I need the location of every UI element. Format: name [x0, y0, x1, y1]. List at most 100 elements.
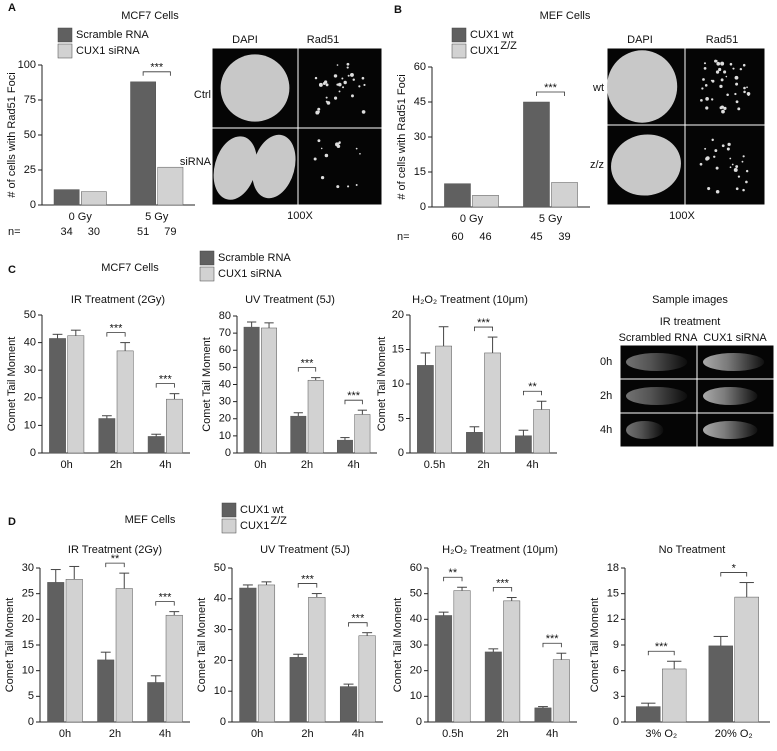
y-tick-label: 20	[392, 309, 404, 321]
legend-label: CUX1	[470, 45, 499, 57]
x-tick-label: 0.5h	[424, 459, 445, 471]
image-column-label: DAPI	[232, 34, 258, 46]
significance-label: ***	[477, 317, 491, 329]
y-tick-label: 30	[414, 131, 426, 143]
y-tick-label: 15	[607, 588, 619, 600]
focus-dot	[336, 144, 341, 149]
x-tick-label: 5 Gy	[539, 213, 563, 225]
y-tick-label: 3	[613, 690, 619, 702]
magnification: 100X	[669, 210, 695, 222]
x-tick-label: 0 Gy	[460, 213, 484, 225]
y-tick-label: 45	[414, 96, 426, 108]
panel-letter: C	[8, 264, 16, 276]
focus-dot	[710, 79, 713, 82]
focus-dot	[742, 63, 746, 67]
focus-dot	[729, 166, 732, 169]
focus-dot	[705, 156, 710, 161]
bar	[503, 600, 521, 723]
panel-title: MCF7 Cells	[101, 262, 159, 274]
y-tick-label: 100	[18, 59, 36, 71]
image-row-label: siRNA	[180, 156, 212, 168]
y-tick-label: 80	[219, 310, 231, 322]
y-tick-label: 6	[613, 665, 619, 677]
nucleus	[213, 136, 257, 200]
focus-dot	[715, 60, 718, 62]
x-tick-label: 0h	[59, 728, 71, 740]
x-tick-label: 0h	[61, 459, 73, 471]
comet	[626, 421, 664, 439]
samples-column: Scrambled RNA	[619, 332, 699, 344]
focus-dot	[705, 96, 709, 101]
significance-bracket	[542, 642, 562, 648]
focus-dot	[726, 93, 729, 96]
comet	[626, 353, 688, 371]
focus-dot	[723, 70, 727, 74]
comet	[703, 421, 758, 439]
y-tick-label: 70	[219, 327, 231, 339]
focus-dot	[703, 62, 707, 65]
y-tick-label: 60	[219, 344, 231, 356]
bar	[551, 182, 578, 208]
y-tick-label: 30	[410, 639, 422, 651]
focus-dot	[318, 82, 323, 87]
y-axis-label: # of cells with Rad51 Foci	[6, 72, 18, 197]
bar	[552, 659, 570, 723]
x-tick-label: 5 Gy	[145, 211, 169, 223]
y-tick-label: 15	[414, 166, 426, 178]
focus-dot	[361, 110, 366, 114]
focus-dot	[742, 188, 745, 192]
focus-dot	[725, 75, 728, 78]
chart-title: H₂O₂ Treatment (10μm)	[412, 294, 528, 306]
x-tick-label: 0h	[251, 728, 263, 740]
y-tick-label: 40	[24, 337, 36, 349]
legend-label: Scramble RNA	[76, 29, 149, 41]
y-tick-label: 60	[414, 61, 426, 73]
significance-label: ***	[150, 62, 164, 74]
focus-dot	[317, 110, 320, 113]
x-tick-label: 4h	[159, 459, 171, 471]
bar	[435, 615, 453, 723]
significance-bracket	[155, 601, 175, 606]
x-tick-label: 2h	[110, 459, 122, 471]
n-value: 51	[137, 226, 149, 238]
x-tick-label: 0h	[254, 459, 266, 471]
bar	[662, 668, 687, 723]
focus-dot	[747, 94, 750, 97]
samples-title: Sample images	[652, 294, 728, 306]
samples-row: 4h	[600, 424, 612, 436]
samples-column: CUX1 siRNA	[703, 332, 767, 344]
bar	[417, 365, 434, 454]
focus-dot	[333, 74, 338, 78]
x-tick-label: 4h	[546, 728, 558, 740]
nucleus	[607, 50, 678, 123]
nucleus	[252, 134, 296, 199]
significance-label: ***	[301, 358, 315, 370]
legend-label-sup: Z/Z	[270, 515, 287, 527]
focus-dot	[743, 86, 746, 90]
y-axis-label: # of cells with Rad51 Foci	[396, 74, 408, 199]
chart-title: No Treatment	[659, 544, 726, 556]
x-tick-label: 0.5h	[442, 728, 463, 740]
y-axis-label: Comet Tail Moment	[589, 598, 601, 693]
y-tick-label: 0	[420, 201, 426, 213]
focus-dot	[351, 94, 354, 98]
significance-bracket	[105, 562, 125, 568]
focus-dot	[735, 82, 739, 86]
focus-dot	[719, 84, 723, 89]
focus-dot	[723, 106, 727, 111]
bar	[534, 707, 552, 723]
focus-dot	[326, 101, 331, 105]
significance-bracket	[474, 326, 493, 332]
chart-title: IR Treatment (2Gy)	[68, 544, 162, 556]
bar	[734, 596, 759, 723]
bar	[444, 183, 471, 208]
focus-dot	[341, 77, 344, 80]
comet	[703, 353, 765, 371]
bar	[523, 101, 550, 208]
focus-dot	[737, 175, 741, 178]
bar	[358, 635, 376, 723]
panel-letter: B	[394, 4, 402, 16]
panel-letter: D	[8, 516, 16, 528]
focus-dot	[346, 62, 350, 66]
y-tick-label: 30	[214, 624, 226, 636]
